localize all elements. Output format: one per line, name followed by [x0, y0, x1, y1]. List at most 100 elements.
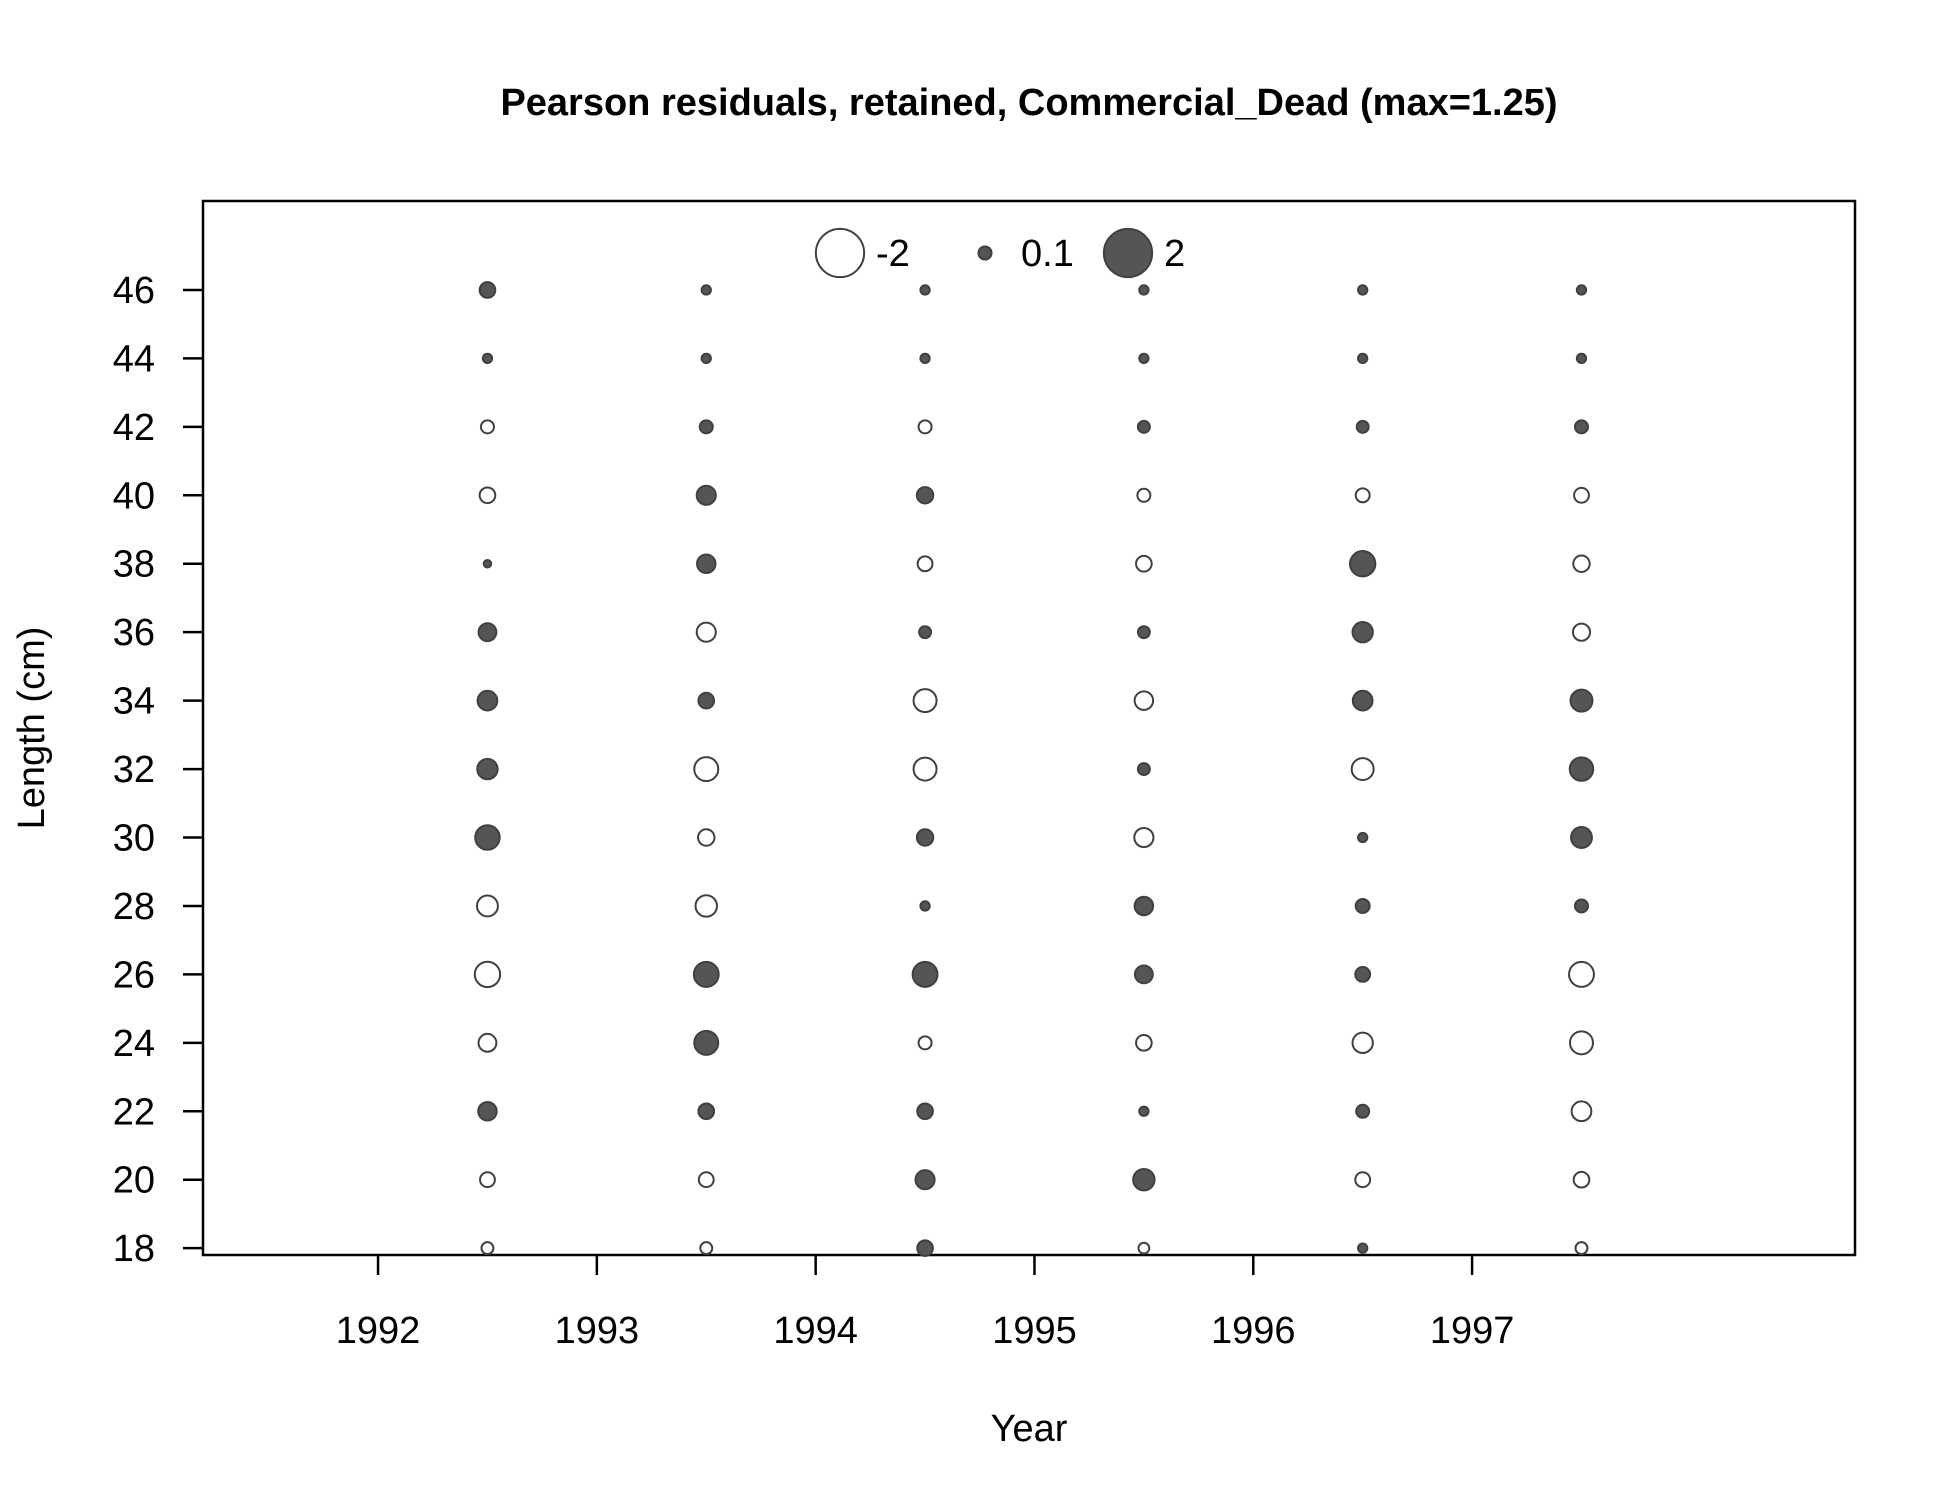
residual-bubble	[1133, 826, 1155, 849]
legend-symbol	[977, 245, 993, 261]
legend-label: -2	[876, 233, 910, 275]
residual-bubble	[912, 688, 938, 714]
residual-bubble	[697, 691, 716, 710]
residual-bubble	[1135, 554, 1153, 573]
legend: -2 0.1 2	[814, 227, 1185, 279]
residual-bubble	[693, 756, 720, 783]
residual-bubble	[699, 1241, 714, 1256]
residual-bubble	[473, 960, 502, 989]
residual-bubble	[1573, 898, 1589, 914]
residual-bubble	[1138, 352, 1150, 365]
x-tick-label: 1992	[336, 1310, 421, 1352]
residual-bubble	[1568, 756, 1595, 782]
x-tick-label: 1994	[773, 1310, 858, 1352]
residual-bubble	[479, 1171, 496, 1189]
y-axis: 18 20 22 24 26 28 30 32 34 36 38 40 42 44 46	[113, 270, 203, 1270]
residual-bubble	[1136, 419, 1151, 434]
x-axis-label: Year	[991, 1408, 1068, 1450]
residual-bubble	[1569, 688, 1594, 713]
residual-bubble	[696, 553, 717, 574]
y-tick-label: 24	[113, 1023, 155, 1065]
y-tick-label: 38	[113, 544, 155, 586]
x-tick-label: 1993	[555, 1310, 640, 1352]
residual-bubble	[1354, 965, 1372, 983]
residual-bubble	[1571, 622, 1592, 642]
residual-bubble	[1357, 352, 1369, 365]
residual-bubble	[478, 281, 497, 299]
residual-bubble	[1355, 419, 1370, 434]
residual-bubble	[1351, 689, 1374, 712]
legend-label: 2	[1164, 233, 1185, 275]
residual-bubble	[476, 757, 499, 781]
residual-bubble	[697, 828, 716, 847]
residual-bubble	[481, 352, 494, 365]
residual-bubble	[919, 352, 931, 365]
residual-bubble	[915, 486, 935, 505]
legend-symbol	[1102, 227, 1154, 279]
y-tick-label: 26	[113, 954, 155, 996]
residual-bubble	[1138, 1105, 1150, 1117]
y-tick-label: 20	[113, 1160, 155, 1202]
y-tick-label: 42	[113, 407, 155, 449]
residual-bubble	[1572, 554, 1591, 573]
residual-bubble	[1135, 1034, 1153, 1052]
residual-bubble	[477, 1032, 498, 1053]
residual-bubble	[915, 828, 935, 847]
residual-bubble	[1357, 1242, 1369, 1254]
residual-bubble	[1136, 625, 1151, 640]
y-tick-label: 28	[113, 886, 155, 928]
residual-bubble	[1351, 1031, 1374, 1054]
residual-bubble	[480, 1241, 495, 1256]
y-tick-label: 36	[113, 612, 155, 654]
residual-bubble	[693, 1029, 720, 1056]
residual-bubble	[1354, 1171, 1372, 1189]
residual-bubble	[916, 1102, 934, 1121]
y-tick-label: 22	[113, 1091, 155, 1133]
residual-bubble	[478, 486, 497, 505]
residual-bubble	[1575, 284, 1588, 296]
residual-bubble	[700, 352, 712, 365]
residual-bubble	[1350, 757, 1375, 782]
residual-bubble	[1575, 352, 1588, 365]
residual-bubble	[1574, 1241, 1589, 1256]
y-tick-label: 40	[113, 475, 155, 517]
residual-bubble	[1137, 1241, 1151, 1255]
residual-bubble	[1133, 895, 1155, 917]
legend-label: 0.1	[1021, 233, 1074, 275]
residual-bubble	[1132, 1167, 1156, 1192]
residual-bubble	[695, 484, 717, 506]
residual-bubble	[1357, 831, 1369, 844]
x-axis: 1992 1993 1994 1995 1996 1997	[336, 1255, 1514, 1352]
y-tick-label: 32	[113, 749, 155, 791]
residual-bubble	[1138, 284, 1150, 296]
residual-bubble	[1568, 960, 1595, 988]
chart-title: Pearson residuals, retained, Commercial_…	[500, 82, 1557, 124]
y-tick-label: 30	[113, 818, 155, 860]
residual-bubble	[700, 284, 712, 296]
legend-symbol	[814, 227, 866, 279]
residual-bubble	[692, 960, 720, 988]
y-tick-label: 44	[113, 338, 155, 380]
residual-bubble	[1136, 762, 1151, 777]
residual-bubble	[477, 1101, 498, 1122]
residual-bubble	[917, 1035, 933, 1051]
y-tick-label: 18	[113, 1228, 155, 1270]
residual-bubble	[1355, 1103, 1371, 1119]
residual-bubble	[477, 622, 498, 643]
residual-bubble	[695, 621, 717, 643]
residual-bubble	[1133, 964, 1154, 985]
y-axis-label: Length (cm)	[11, 627, 53, 830]
residual-bubble	[1357, 284, 1369, 296]
residual-bubble	[476, 689, 499, 712]
residual-bubble	[911, 960, 939, 988]
residual-bubble	[698, 419, 714, 435]
residual-bubble	[919, 900, 931, 912]
bubbles	[473, 281, 1595, 1257]
y-tick-label: 34	[113, 681, 155, 723]
residual-bubble	[1570, 826, 1593, 849]
x-tick-label: 1996	[1211, 1310, 1296, 1352]
residual-bubble	[1133, 690, 1155, 711]
residual-bubble	[912, 756, 938, 782]
residual-bubble	[1354, 487, 1371, 504]
